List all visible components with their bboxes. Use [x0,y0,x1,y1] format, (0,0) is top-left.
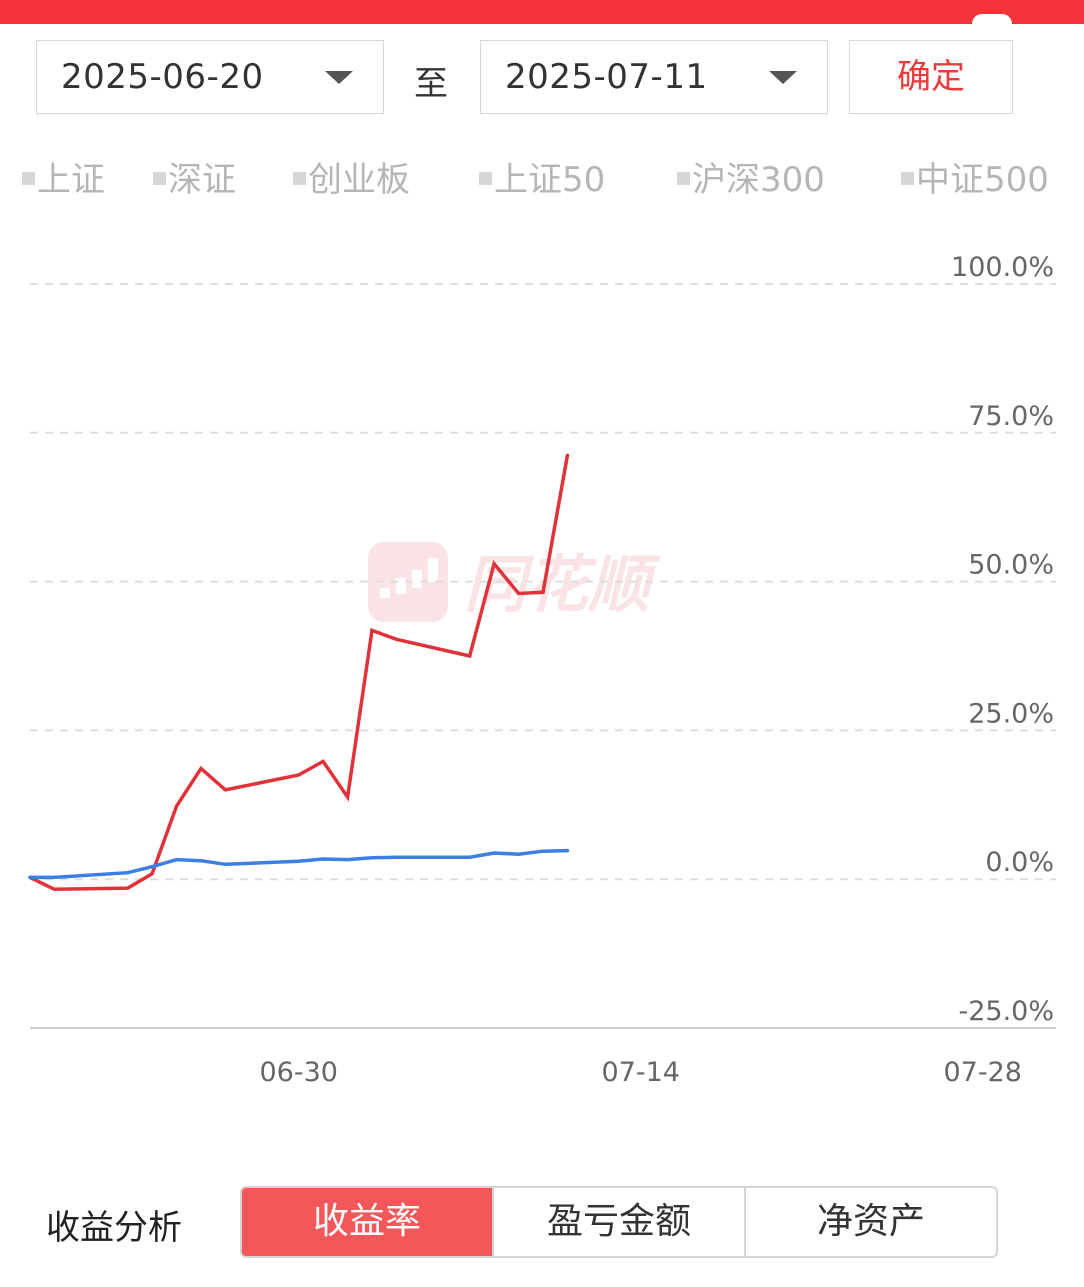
tab-profit-amount[interactable]: 盈亏金额 [494,1188,746,1256]
legend-label: 上证 [37,160,105,200]
legend-swatch [901,172,914,185]
date-separator: 至 [414,64,448,104]
y-tick-label: 75.0% [968,401,1054,432]
y-tick-label: 25.0% [968,698,1054,729]
legend-label: 上证50 [494,160,606,200]
end-date-picker[interactable]: 2025-07-11 [480,40,828,114]
chevron-down-icon [325,71,353,84]
y-tick-label: -25.0% [958,996,1054,1027]
analysis-label: 收益分析 [46,1208,182,1248]
legend-label: 创业板 [308,160,410,200]
legend-label: 沪深300 [692,160,825,200]
series-line-shanghai-index [28,848,570,880]
returns-chart: 100.0% 75.0% 50.0% 25.0% 0.0% -25.0% 06-30 07-1… [28,252,1056,1088]
topbar-notch [972,14,1012,28]
legend-item-csi300[interactable]: 沪深300 [677,155,825,205]
start-date-value: 2025-06-20 [61,57,264,97]
series-line-portfolio [28,453,570,892]
x-tick-label: 07-28 [943,1057,1021,1088]
legend-swatch [677,172,690,185]
end-date-value: 2025-07-11 [505,57,708,97]
legend-item-shenzhen[interactable]: 深证 [153,155,236,205]
confirm-button[interactable]: 确定 [849,40,1013,114]
y-tick-label: 50.0% [968,550,1054,581]
y-tick-label: 100.0% [951,252,1054,283]
legend-swatch [479,172,492,185]
x-tick-label: 06-30 [259,1057,337,1088]
index-legend: 上证 深证 创业板 上证50 沪深300 中证500 [0,155,1084,205]
watermark-logo: 同花顺 [368,542,661,622]
y-tick-label: 0.0% [985,847,1054,878]
legend-swatch [22,172,35,185]
legend-label: 深证 [168,160,236,200]
tab-return-rate[interactable]: 收益率 [242,1188,494,1256]
x-tick-label: 07-14 [601,1057,679,1088]
analysis-tabs: 收益率 盈亏金额 净资产 [240,1186,998,1258]
tab-net-assets[interactable]: 净资产 [816,1201,925,1242]
top-status-bar [0,0,1084,28]
legend-swatch [153,172,166,185]
start-date-picker[interactable]: 2025-06-20 [36,40,384,114]
legend-item-shanghai[interactable]: 上证 [22,155,105,205]
legend-item-chinext[interactable]: 创业板 [293,155,410,205]
chevron-down-icon [769,71,797,84]
legend-label: 中证500 [916,160,1049,200]
legend-swatch [293,172,306,185]
watermark-text: 同花顺 [464,548,661,621]
legend-item-csi500[interactable]: 中证500 [901,155,1049,205]
legend-item-sse50[interactable]: 上证50 [479,155,605,205]
